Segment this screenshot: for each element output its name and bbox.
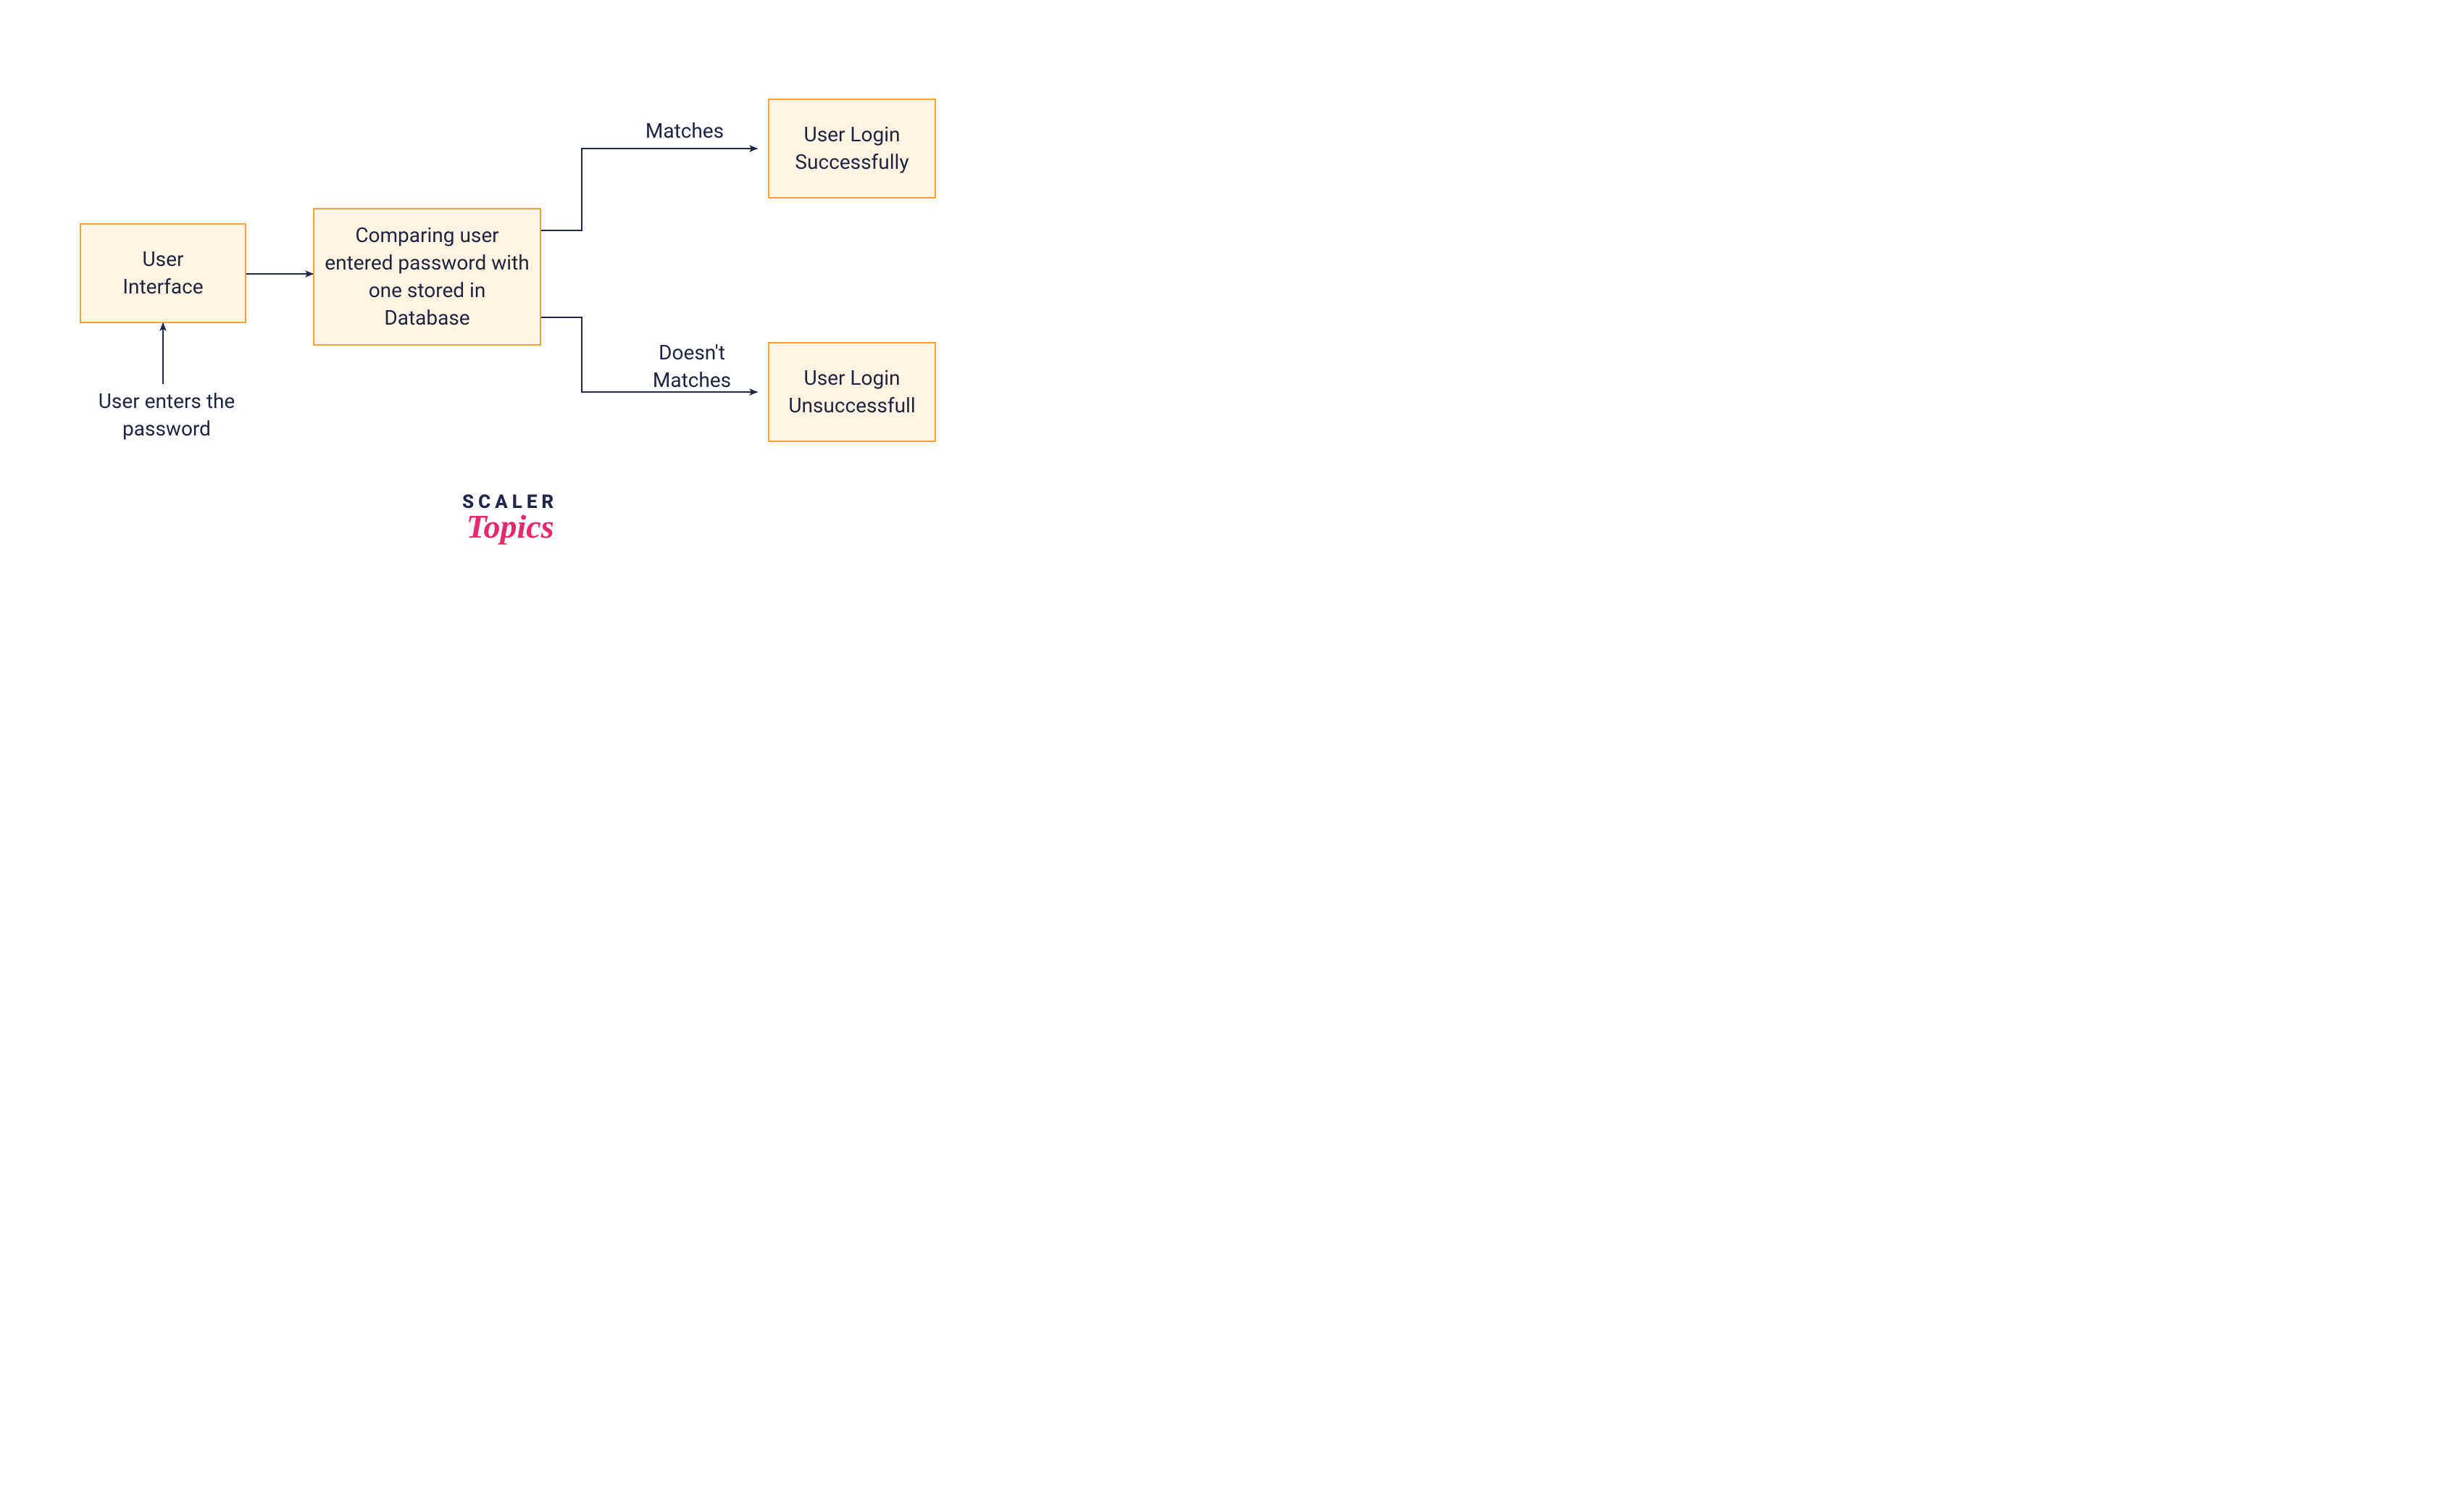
flowchart-label-nomatch: Doesn't Matches xyxy=(630,339,753,394)
flowchart-node-fail: User Login Unsuccessfull xyxy=(768,342,936,442)
flowchart-label-matches: Matches xyxy=(630,117,739,145)
flowchart-node-success: User Login Successfully xyxy=(768,99,936,199)
flowchart-label-enter: User enters the password xyxy=(98,388,235,443)
flowchart-node-compare: Comparing user entered password with one… xyxy=(313,208,541,346)
brand-logo: SCALER Topics xyxy=(462,491,558,546)
flowchart-edge-e-compare-success xyxy=(541,149,757,230)
flowchart-node-ui: UserInterface xyxy=(80,223,246,323)
brand-logo-bottom: Topics xyxy=(462,507,558,546)
